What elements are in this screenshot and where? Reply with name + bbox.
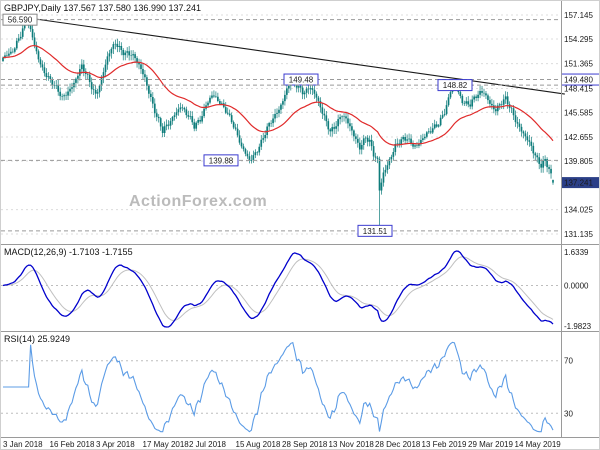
price-axis-label: 131.135 [564,230,593,239]
sr-label: 131.51 [363,227,388,236]
price-axis-label: 157.145 [564,11,593,20]
sr-label-box[interactable] [357,224,393,237]
macd-axis-max: 1.6339 [564,248,589,257]
date-label: 14 May 2019 [515,440,562,449]
date-label: 15 Aug 2018 [236,440,281,449]
date-label: 28 Dec 2018 [375,440,421,449]
rsi-panel-canvas[interactable] [1,332,561,437]
main-chart-canvas[interactable] [1,1,561,244]
price-axis-label: 139.805 [564,157,593,166]
date-label: 17 May 2018 [143,440,190,449]
macd-axis-zero: 0.0000 [564,281,589,290]
rsi-axis-label: 30 [564,409,573,418]
moving-average-line [2,45,554,146]
date-label: 13 Feb 2019 [422,440,467,449]
date-label: 2 Jul 2018 [189,440,226,449]
price-axis-label: 145.585 [564,108,593,117]
date-label: 29 Mar 2019 [468,440,513,449]
price-axis-label: 154.295 [564,35,593,44]
price-axis-label: 142.655 [564,133,593,142]
date-label: 3 Apr 2018 [96,440,135,449]
price-axis-label: 134.025 [564,206,593,215]
date-label: 13 Nov 2018 [329,440,375,449]
current-price-label: 137.241 [564,179,593,188]
macd-panel-canvas[interactable] [1,245,561,331]
date-label: 3 Jan 2018 [3,440,43,449]
sr-label: 139.88 [209,156,234,165]
date-label: 28 Sep 2018 [282,440,328,449]
sr-label-box[interactable] [437,79,473,92]
rsi-axis-label: 70 [564,357,573,366]
sr-label-box[interactable] [283,73,319,86]
candle-bodies [2,21,554,191]
sr-label: 148.82 [443,81,468,90]
time-axis-area[interactable] [1,438,600,450]
rsi-line [3,341,554,433]
current-price-tag [561,177,599,189]
sr-label: 149.48 [289,76,314,85]
date-label: 16 Feb 2018 [50,440,95,449]
sr-label-box[interactable] [203,154,239,167]
boxed-axis-level-label: 149.480 [564,76,593,85]
macd-line [2,250,554,328]
sr-label-box[interactable] [2,13,38,26]
trendline[interactable] [18,16,565,95]
sr-label: 56.590 [8,16,33,25]
macd-axis-min: -1.9823 [564,322,592,331]
price-axis-label: 148.415 [564,85,593,94]
price-axis-label: 151.365 [564,60,593,69]
